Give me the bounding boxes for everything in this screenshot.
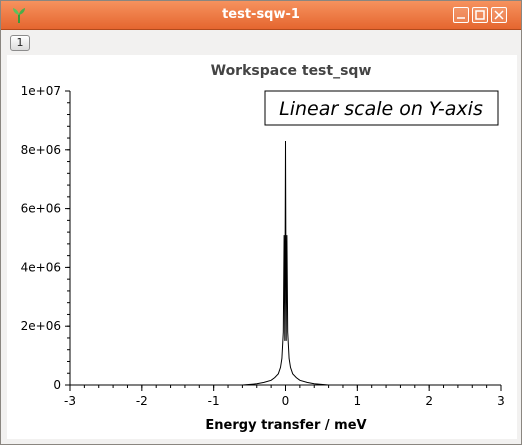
x-axis-label: Energy transfer / meV [205,418,366,433]
y-tick-label: 8e+06 [21,143,61,157]
window-title: test-sqw-1 [222,7,300,22]
legend-box[interactable] [264,90,499,126]
x-tick-label: 2 [425,394,433,408]
series-line [70,140,501,386]
chart-title: Workspace test_sqw [211,63,372,79]
title-bar[interactable]: test-sqw-1 [1,1,521,30]
x-tick-label: -1 [208,394,220,408]
minimize-icon [457,17,465,19]
layer-1-button[interactable]: 1 [10,35,30,51]
legend-text: Linear scale on Y-axis [279,98,483,120]
y-tick-label: 4e+06 [21,260,61,274]
x-tick-label: 1 [354,394,362,408]
minimize-button[interactable] [453,7,469,23]
close-icon [494,10,504,20]
plot-canvas[interactable]: Workspace test_sqw 0 2e+06 4e+06 6e+06 8e+06… [7,55,517,439]
chart-svg: Workspace test_sqw 0 2e+06 4e+06 6e+06 8e+06… [21,63,505,433]
y-tick-label: 6e+06 [21,202,61,216]
y-axis: 0 2e+06 4e+06 6e+06 8e+06 1e+07 [21,84,71,392]
y-tick-label: 0 [53,378,61,392]
y-tick-label: 1e+07 [21,84,61,98]
series-layer [69,140,502,386]
close-button[interactable] [491,7,507,23]
maximize-button[interactable] [472,7,488,23]
x-tick-label: -2 [136,394,148,408]
x-tick-label: 3 [497,394,505,408]
mantid-app-icon [13,8,25,23]
maximize-icon [475,10,485,20]
x-tick-label: -3 [64,394,76,408]
x-axis: -3 -2 -1 0 1 2 3 [64,384,505,408]
y-tick-label: 2e+06 [21,319,61,333]
x-tick-label: 0 [282,394,290,408]
